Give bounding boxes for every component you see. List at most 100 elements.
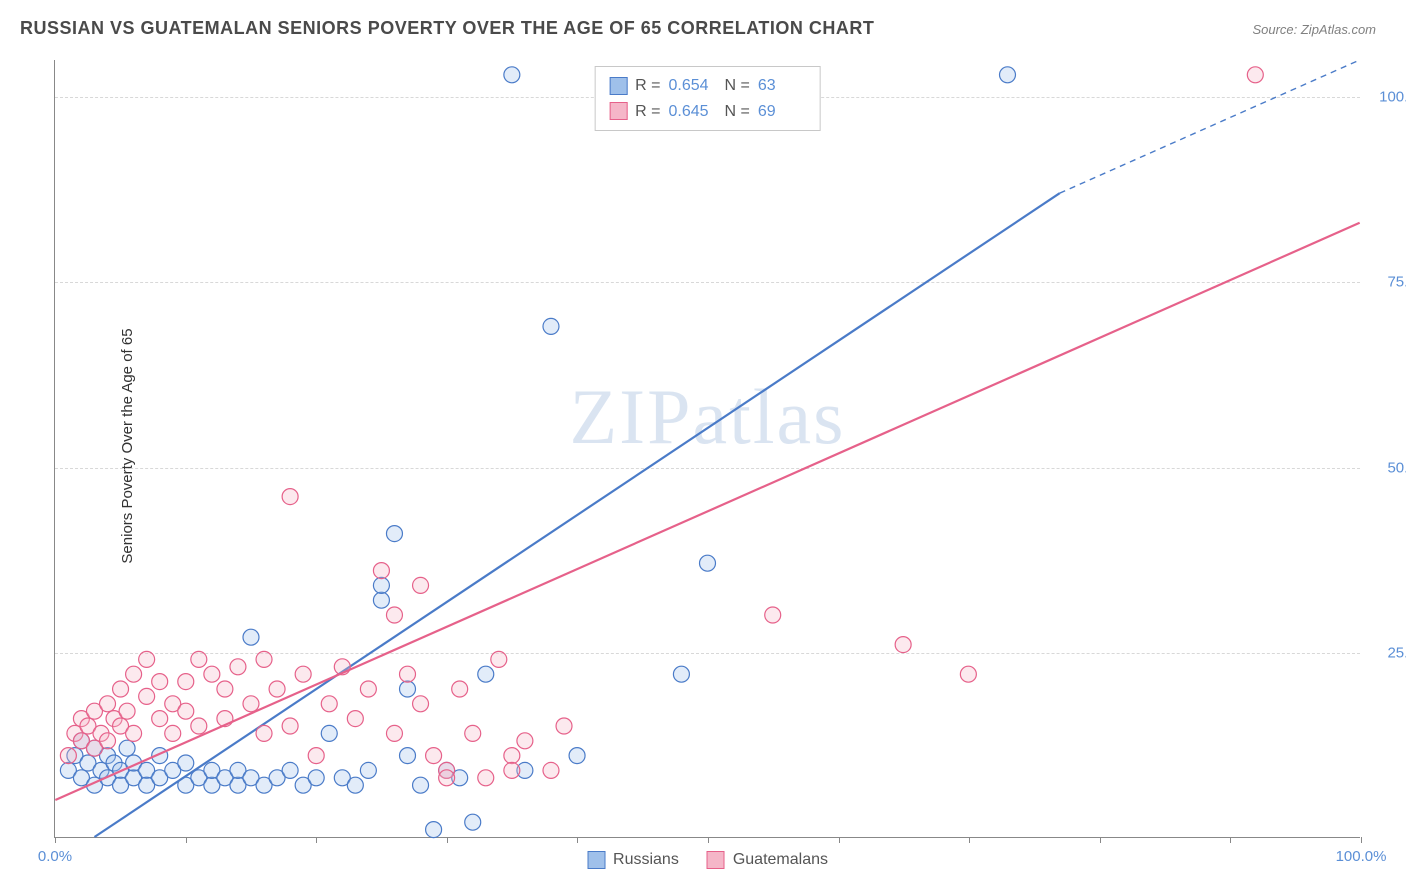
x-tick [55, 837, 56, 843]
legend-item-guatemalans: Guatemalans [707, 851, 828, 869]
scatter-point [347, 777, 363, 793]
scatter-point [465, 814, 481, 830]
scatter-point [400, 666, 416, 682]
scatter-point [478, 666, 494, 682]
x-tick-label: 0.0% [38, 848, 72, 865]
r-label: R = [635, 73, 660, 99]
scatter-point [347, 711, 363, 727]
scatter-point [282, 489, 298, 505]
scatter-point [517, 733, 533, 749]
scatter-point [360, 762, 376, 778]
scatter-point [373, 592, 389, 608]
scatter-point [452, 681, 468, 697]
swatch-guatemalans [707, 851, 725, 869]
scatter-point [178, 703, 194, 719]
x-tick [316, 837, 317, 843]
scatter-point [765, 607, 781, 623]
scatter-point [243, 629, 259, 645]
scatter-point [126, 725, 142, 741]
scatter-point [282, 762, 298, 778]
scatter-point [256, 651, 272, 667]
scatter-point [165, 725, 181, 741]
scatter-point [386, 607, 402, 623]
swatch-guatemalans [609, 102, 627, 120]
scatter-point [126, 666, 142, 682]
scatter-point [308, 770, 324, 786]
chart-title: RUSSIAN VS GUATEMALAN SENIORS POVERTY OV… [20, 18, 874, 39]
x-tick [577, 837, 578, 843]
scatter-point [960, 666, 976, 682]
scatter-point [373, 563, 389, 579]
scatter-point [426, 822, 442, 838]
x-tick [839, 837, 840, 843]
scatter-point [100, 733, 116, 749]
scatter-point [230, 659, 246, 675]
x-tick [1361, 837, 1362, 843]
scatter-point [400, 681, 416, 697]
scatter-point [673, 666, 689, 682]
scatter-point [243, 696, 259, 712]
series-legend: Russians Guatemalans [587, 851, 828, 869]
legend-label: Guatemalans [733, 851, 828, 869]
x-tick [1100, 837, 1101, 843]
scatter-point [321, 696, 337, 712]
scatter-point [439, 770, 455, 786]
scatter-point [256, 725, 272, 741]
scatter-point [295, 666, 311, 682]
swatch-russians [587, 851, 605, 869]
scatter-point [217, 681, 233, 697]
r-value: 0.654 [669, 73, 717, 99]
scatter-point [400, 748, 416, 764]
scatter-point [321, 725, 337, 741]
scatter-point [569, 748, 585, 764]
scatter-point [543, 318, 559, 334]
n-label: N = [725, 73, 750, 99]
n-value: 63 [758, 73, 806, 99]
scatter-point [413, 577, 429, 593]
legend-row-guatemalans: R = 0.645 N = 69 [609, 99, 806, 125]
y-tick-label: 50.0% [1370, 459, 1406, 476]
scatter-point [269, 681, 285, 697]
scatter-point [504, 67, 520, 83]
scatter-point [139, 688, 155, 704]
r-value: 0.645 [669, 99, 717, 125]
scatter-point [413, 696, 429, 712]
scatter-point [373, 577, 389, 593]
scatter-point [191, 651, 207, 667]
scatter-point [191, 718, 207, 734]
regression-line [94, 193, 1059, 837]
chart-plot-area: ZIPatlas R = 0.654 N = 63 R = 0.645 N = … [54, 60, 1360, 838]
scatter-point [204, 666, 220, 682]
scatter-point [504, 748, 520, 764]
scatter-point [426, 748, 442, 764]
x-tick [708, 837, 709, 843]
scatter-point [413, 777, 429, 793]
swatch-russians [609, 77, 627, 95]
scatter-point [1247, 67, 1263, 83]
scatter-point [119, 740, 135, 756]
scatter-point [152, 674, 168, 690]
legend-row-russians: R = 0.654 N = 63 [609, 73, 806, 99]
r-label: R = [635, 99, 660, 125]
n-label: N = [725, 99, 750, 125]
scatter-point [282, 718, 298, 734]
x-tick-label: 100.0% [1336, 848, 1387, 865]
scatter-point [465, 725, 481, 741]
scatter-point [178, 755, 194, 771]
source-attribution: Source: ZipAtlas.com [1252, 22, 1376, 37]
scatter-point [700, 555, 716, 571]
scatter-point [386, 526, 402, 542]
legend-item-russians: Russians [587, 851, 679, 869]
scatter-point [113, 681, 129, 697]
scatter-point [308, 748, 324, 764]
n-value: 69 [758, 99, 806, 125]
scatter-point [100, 696, 116, 712]
scatter-point [895, 637, 911, 653]
y-tick-label: 100.0% [1370, 89, 1406, 106]
correlation-legend: R = 0.654 N = 63 R = 0.645 N = 69 [594, 66, 821, 131]
scatter-point [491, 651, 507, 667]
x-tick [186, 837, 187, 843]
scatter-point [478, 770, 494, 786]
x-tick [1230, 837, 1231, 843]
legend-label: Russians [613, 851, 679, 869]
